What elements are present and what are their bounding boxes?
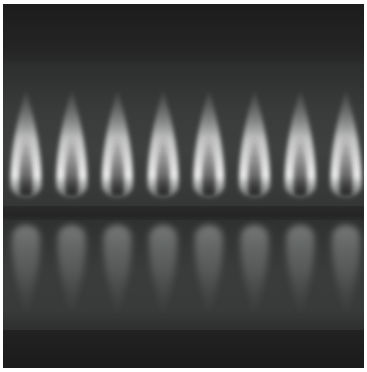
flame-core [339,134,353,196]
flame-core [19,134,33,196]
flame-reflection [103,225,132,316]
photo-frame [3,4,364,368]
flame-core [65,134,79,196]
dark-bottom-band [3,330,364,368]
flame-reflection [240,225,269,316]
flames-layer [10,90,362,316]
flame-reflection [149,225,178,316]
dark-top-band [3,4,364,66]
flame-reflection [331,225,361,316]
flame-core [293,134,307,196]
flame-reflection [286,225,315,316]
flame-core [110,134,125,196]
flame-core [202,134,216,196]
flame-reflection [11,225,41,316]
flame-reflection [57,225,86,316]
burner-rim-band [3,206,364,222]
flame-core [247,134,262,196]
flame-reflection [194,225,223,316]
flame-core [156,134,170,196]
